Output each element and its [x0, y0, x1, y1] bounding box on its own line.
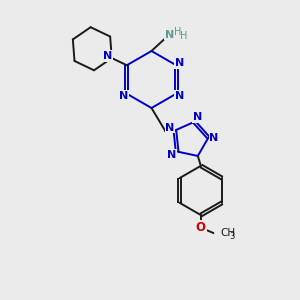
Text: CH: CH [220, 228, 235, 238]
Text: H: H [180, 31, 187, 41]
Text: N: N [167, 149, 177, 160]
Text: N: N [209, 133, 218, 142]
Text: O: O [196, 221, 206, 234]
Text: 3: 3 [229, 232, 234, 241]
Text: N: N [165, 122, 174, 133]
Text: N: N [175, 58, 184, 68]
Text: H: H [174, 27, 181, 37]
Text: N: N [103, 51, 112, 61]
Text: N: N [118, 91, 128, 100]
Text: N: N [175, 91, 184, 100]
Text: N: N [165, 30, 174, 40]
Text: N: N [193, 112, 202, 122]
